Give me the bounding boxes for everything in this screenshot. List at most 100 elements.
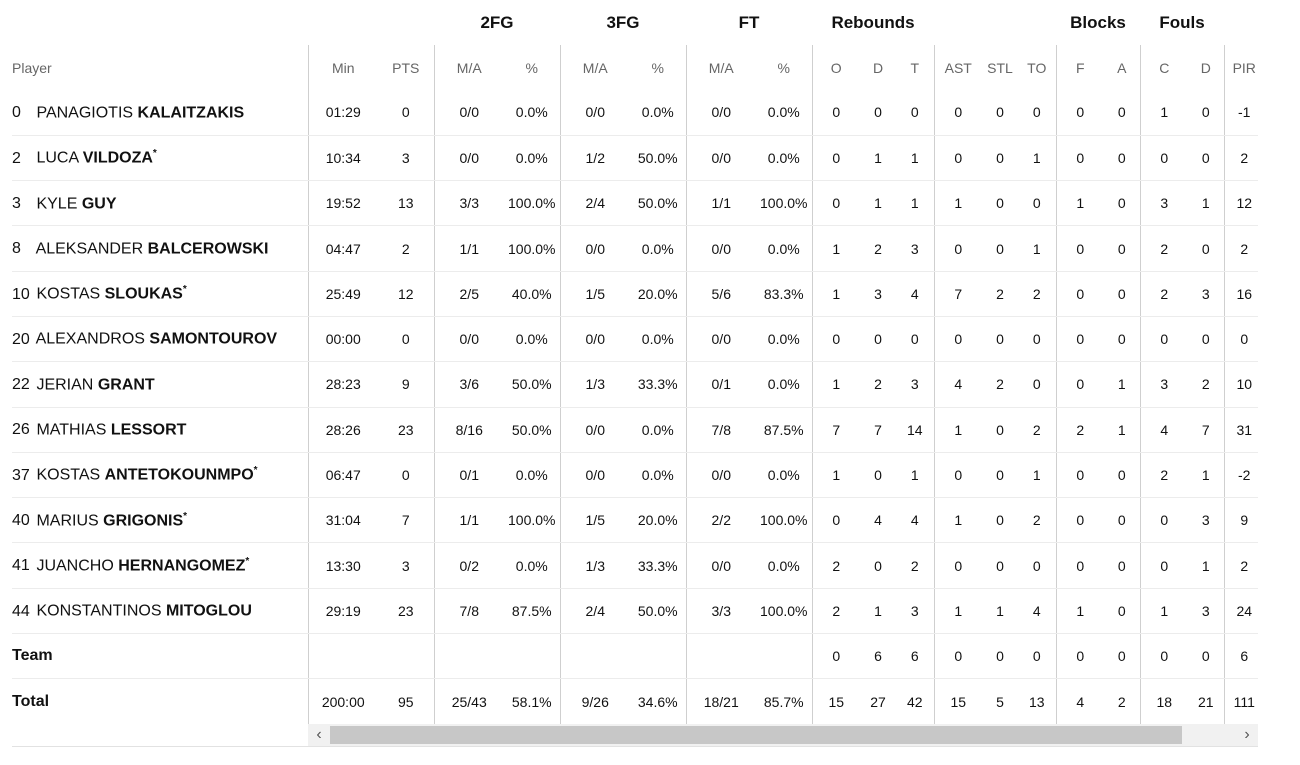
player-last-name[interactable]: VILDOZA — [82, 149, 153, 167]
horizontal-scrollbar[interactable]: ‹ › — [308, 724, 1258, 746]
stat-foul-c: 0 — [1139, 135, 1188, 182]
stat-stl: 1 — [982, 588, 1018, 635]
player-last-name[interactable]: KALAITZAKIS — [137, 104, 245, 122]
col-header-min: Min — [307, 45, 378, 90]
stat-blk-f: 0 — [1055, 542, 1104, 589]
stat-pir: -2 — [1223, 452, 1258, 499]
stat-to: 2 — [1018, 497, 1056, 544]
stat-3fg-ma: 1/3 — [559, 361, 630, 408]
player-last-name[interactable]: BALCEROWSKI — [147, 240, 269, 258]
stat-3fg-ma: 0/0 — [559, 407, 630, 453]
player-first-name[interactable]: ALEKSANDER — [35, 240, 144, 258]
stat-to: 0 — [1018, 542, 1056, 589]
starter-mark: * — [183, 510, 188, 522]
player-last-name[interactable]: MITOGLOU — [165, 602, 252, 620]
stat-2fg-ma: 1/1 — [433, 225, 504, 272]
stat-blk-a: 0 — [1104, 271, 1140, 317]
stat-3fg-pct: 50.0% — [630, 588, 686, 635]
player-first-name[interactable]: PANAGIOTIS — [36, 104, 134, 122]
stat-ft-pct: 0.0% — [756, 225, 812, 272]
stat-blk-f: 0 — [1055, 452, 1104, 499]
stat-pts: 23 — [378, 588, 434, 635]
boxscore-table: 2FG 3FG FT Rebounds Blocks Fouls Player … — [12, 0, 1258, 725]
player-last-name[interactable]: ANTETOKOUNMPO — [104, 466, 254, 484]
player-last-name[interactable]: SAMONTOUROV — [149, 330, 278, 348]
stat-3fg-ma: 1/3 — [559, 542, 630, 589]
stat-ft-pct: 0.0% — [756, 135, 812, 182]
team-stat-reb-d: 6 — [860, 633, 896, 680]
stat-reb-o: 7 — [811, 407, 860, 453]
total-stat-foul-d: 21 — [1197, 693, 1214, 710]
scroll-right-icon[interactable]: › — [1244, 726, 1250, 743]
player-first-name[interactable]: KONSTANTINOS — [36, 602, 162, 620]
team-stat-min — [307, 633, 378, 680]
stat-reb-t: 3 — [896, 225, 934, 272]
total-stat-ast: 15 — [933, 678, 982, 725]
stat-foul-d: 3 — [1188, 497, 1224, 544]
team-stat-3fg-pct — [630, 633, 686, 680]
player-first-name[interactable]: MARIUS — [36, 511, 99, 529]
scrollbar-thumb[interactable] — [330, 726, 1182, 744]
team-label: Team — [12, 633, 308, 680]
stat-min: 19:52 — [307, 180, 378, 227]
player-cell: 8 ALEKSANDER BALCEROWSKI — [12, 225, 308, 272]
group-header-empty-4 — [1224, 0, 1258, 45]
stat-foul-d: 0 — [1188, 135, 1224, 182]
stat-reb-t: 4 — [896, 497, 934, 544]
stat-to: 1 — [1018, 135, 1056, 182]
player-last-name[interactable]: LESSORT — [110, 421, 187, 439]
stat-foul-c: 0 — [1139, 316, 1188, 363]
team-row: Team 0 6 6 0 0 0 0 0 0 0 6 — [12, 633, 1258, 680]
stat-min: 13:30 — [307, 542, 378, 589]
stat-2fg-pct: 100.0% — [504, 180, 560, 227]
stat-blk-a: 0 — [1104, 588, 1140, 635]
stat-stl: 0 — [982, 180, 1018, 227]
total-row: Total 200:00 95 25/43 58.1% 9/26 34.6% 18/21 85.… — [12, 678, 1258, 725]
stat-2fg-ma: 3/6 — [433, 361, 504, 408]
stat-to: 2 — [1018, 271, 1056, 317]
player-first-name[interactable]: JUANCHO — [36, 557, 114, 575]
player-number: 41 — [12, 557, 30, 575]
stat-reb-d: 2 — [860, 361, 896, 408]
stat-ft-ma: 5/6 — [685, 271, 756, 317]
total-stat-3fg-pct: 34.6% — [637, 693, 678, 710]
col-header-foul-d: D — [1200, 59, 1211, 76]
player-last-name[interactable]: SLOUKAS — [104, 285, 183, 303]
stat-reb-t: 3 — [896, 361, 934, 408]
player-last-name[interactable]: GUY — [81, 194, 117, 212]
stat-2fg-ma: 2/5 — [433, 271, 504, 317]
table-row: 20 ALEXANDROS SAMONTOUROV 00:00 0 0/0 0.0% 0/… — [12, 316, 1258, 363]
stat-ast: 0 — [933, 135, 982, 182]
stat-to: 0 — [1018, 316, 1056, 363]
total-stat-to: 13 — [1028, 693, 1045, 710]
player-last-name[interactable]: GRIGONIS — [103, 511, 184, 529]
stat-3fg-pct: 0.0% — [630, 90, 686, 136]
total-stat-reb-t: 42 — [906, 693, 923, 710]
stat-pts: 9 — [378, 361, 434, 408]
player-first-name[interactable]: KOSTAS — [36, 285, 101, 303]
total-stat-2fg-ma: 25/43 — [433, 678, 504, 725]
stat-reb-t: 4 — [896, 271, 934, 317]
stat-pts: 0 — [378, 316, 434, 363]
player-first-name[interactable]: LUCA — [36, 149, 79, 167]
player-last-name[interactable]: HERNANGOMEZ — [118, 557, 246, 575]
player-first-name[interactable]: KYLE — [36, 194, 78, 212]
player-first-name[interactable]: KOSTAS — [36, 466, 101, 484]
stat-ft-pct: 100.0% — [756, 180, 812, 227]
player-first-name[interactable]: MATHIAS — [36, 421, 107, 439]
stat-min: 28:23 — [307, 361, 378, 408]
stat-blk-f: 0 — [1055, 316, 1104, 363]
stat-stl: 0 — [982, 497, 1018, 544]
stat-reb-d: 1 — [860, 588, 896, 635]
starter-mark: * — [152, 148, 157, 160]
total-stat-stl: 5 — [996, 693, 1004, 710]
total-stat-reb-d: 27 — [870, 693, 886, 710]
scroll-left-icon[interactable]: ‹ — [316, 726, 322, 743]
player-first-name[interactable]: ALEXANDROS — [35, 330, 145, 348]
player-first-name[interactable]: JERIAN — [36, 376, 94, 394]
player-last-name[interactable]: GRANT — [97, 376, 155, 394]
stat-reb-d: 3 — [860, 271, 896, 317]
stat-blk-f: 2 — [1055, 407, 1104, 453]
stat-2fg-ma: 1/1 — [433, 497, 504, 544]
player-cell: 44 KONSTANTINOS MITOGLOU — [12, 588, 308, 635]
